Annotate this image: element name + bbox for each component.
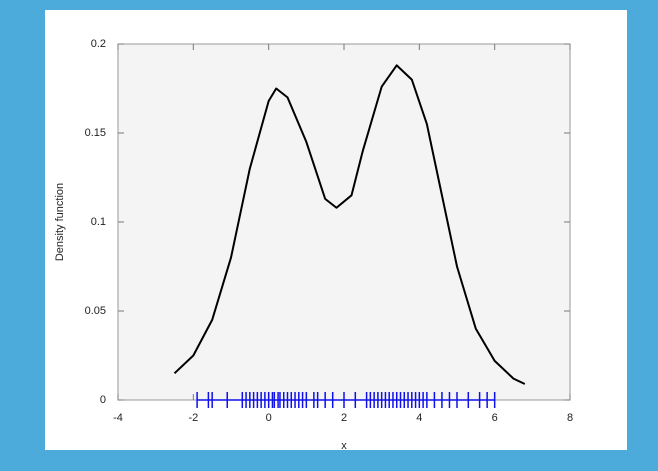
y-tick-label: 0.2 [91, 38, 106, 50]
x-tick-label: 8 [567, 412, 573, 424]
x-tick-label: 2 [341, 412, 347, 424]
y-tick-label: 0.1 [91, 216, 106, 228]
x-tick-label: -4 [113, 412, 123, 424]
x-tick-label: 0 [266, 412, 272, 424]
y-tick-label: 0.15 [85, 127, 106, 139]
y-tick-label: 0.05 [85, 305, 106, 317]
y-axis-label: Density function [54, 183, 66, 261]
density-line [173, 64, 526, 385]
x-tick-label: 4 [416, 412, 422, 424]
y-tick-label: 0 [100, 394, 106, 406]
x-axis-label: x [341, 440, 347, 452]
x-tick-label: -2 [188, 412, 198, 424]
x-tick-label: 6 [492, 412, 498, 424]
plot-area [117, 43, 571, 401]
